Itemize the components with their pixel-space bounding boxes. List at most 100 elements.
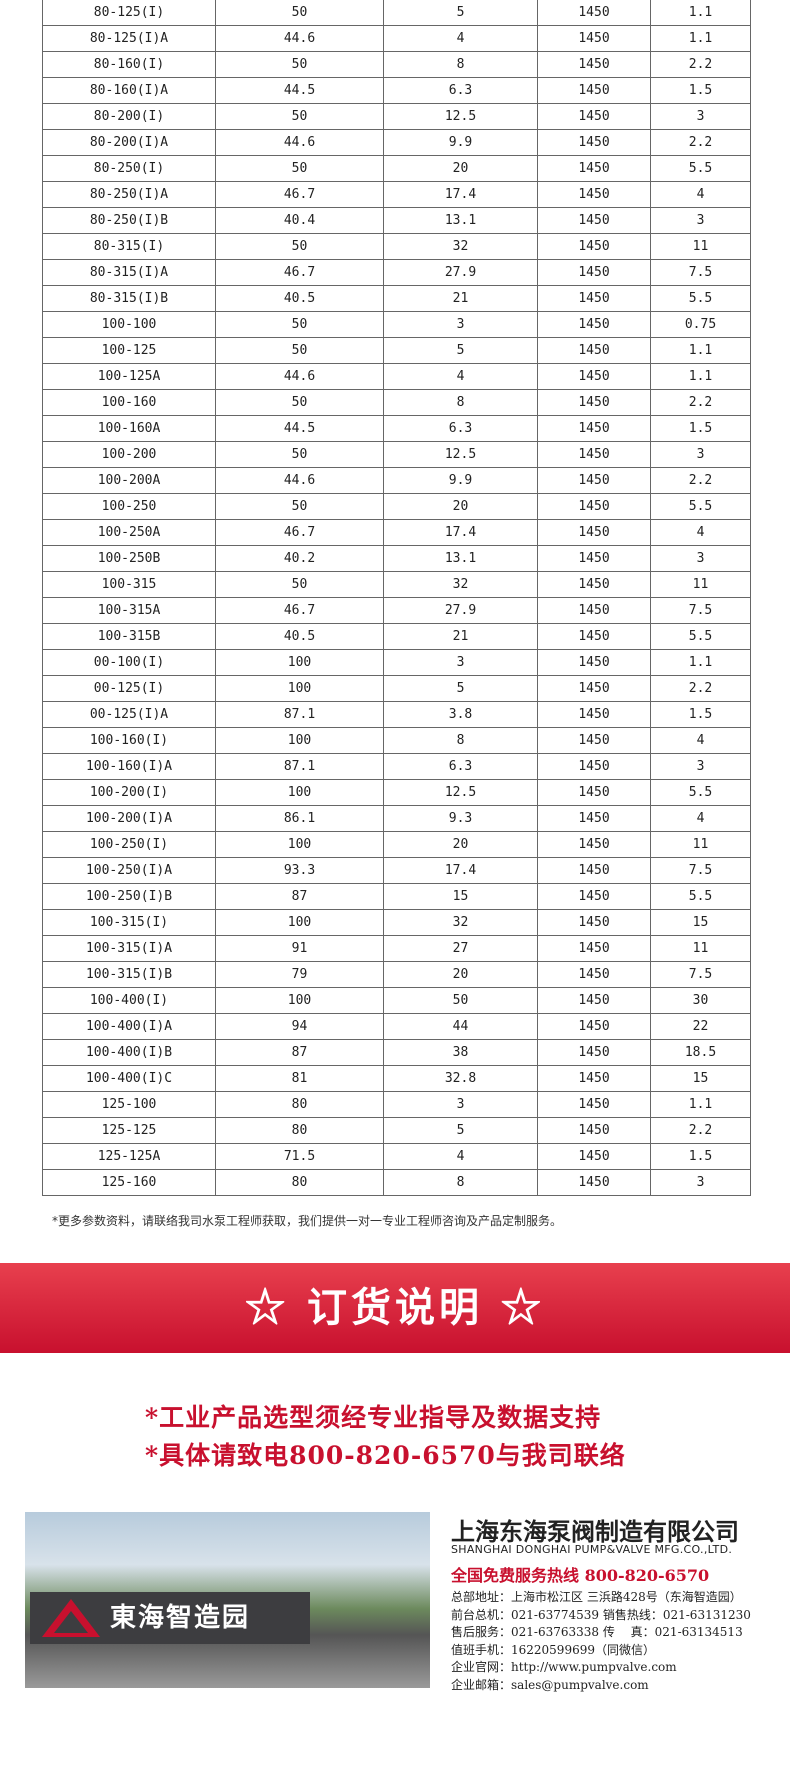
table-row: 80-200(I) 50 12.5 1450 3 xyxy=(42,103,751,130)
table-cell: 15 xyxy=(383,883,538,910)
table-cell: 4 xyxy=(383,1143,538,1170)
table-cell: 5.5 xyxy=(650,493,751,520)
table-cell: 50 xyxy=(215,441,384,468)
table-cell: 9.3 xyxy=(383,805,538,832)
table-row: 00-100(I) 100 3 1450 1.1 xyxy=(42,649,751,676)
table-cell: 2.2 xyxy=(650,1117,751,1144)
table-cell: 80 xyxy=(215,1169,384,1196)
table-row: 100-200A 44.6 9.9 1450 2.2 xyxy=(42,467,751,494)
table-cell: 44.6 xyxy=(215,467,384,494)
table-cell: 27.9 xyxy=(383,597,538,624)
table-cell: 79 xyxy=(215,961,384,988)
table-cell: 100-250(I)B xyxy=(42,883,216,910)
table-cell: 50 xyxy=(215,51,384,78)
table-cell: 17.4 xyxy=(383,857,538,884)
table-cell: 20 xyxy=(383,493,538,520)
table-cell: 1450 xyxy=(537,389,651,416)
table-row: 80-315(I)B 40.5 21 1450 5.5 xyxy=(42,285,751,312)
table-row: 125-125A 71.5 4 1450 1.5 xyxy=(42,1143,751,1170)
table-cell: 44 xyxy=(383,1013,538,1040)
table-cell: 11 xyxy=(650,571,751,598)
table-cell: 9.9 xyxy=(383,129,538,156)
table-cell: 3 xyxy=(650,103,751,130)
table-row: 125-100 80 3 1450 1.1 xyxy=(42,1091,751,1118)
table-cell: 1450 xyxy=(537,415,651,442)
table-cell: 1450 xyxy=(537,363,651,390)
table-cell: 2.2 xyxy=(650,467,751,494)
table-cell: 00-100(I) xyxy=(42,649,216,676)
table-cell: 40.5 xyxy=(215,285,384,312)
table-cell: 80-160(I) xyxy=(42,51,216,78)
table-cell: 100 xyxy=(215,649,384,676)
table-cell: 50 xyxy=(215,389,384,416)
table-row: 100-250(I)A 93.3 17.4 1450 7.5 xyxy=(42,857,751,884)
table-cell: 1450 xyxy=(537,1039,651,1066)
table-cell: 100-200(I)A xyxy=(42,805,216,832)
table-cell: 1.1 xyxy=(650,363,751,390)
table-row: 80-250(I) 50 20 1450 5.5 xyxy=(42,155,751,182)
table-cell: 1450 xyxy=(537,103,651,130)
table-cell: 1450 xyxy=(537,233,651,260)
table-cell: 100-125 xyxy=(42,337,216,364)
table-cell: 50 xyxy=(215,493,384,520)
table-row: 100-315B 40.5 21 1450 5.5 xyxy=(42,623,751,650)
table-cell: 46.7 xyxy=(215,519,384,546)
table-cell: 1450 xyxy=(537,727,651,754)
table-cell: 50 xyxy=(215,233,384,260)
table-cell: 100-200A xyxy=(42,467,216,494)
table-cell: 80-315(I)B xyxy=(42,285,216,312)
table-cell: 3 xyxy=(650,441,751,468)
table-cell: 1.1 xyxy=(650,337,751,364)
table-row: 80-315(I)A 46.7 27.9 1450 7.5 xyxy=(42,259,751,286)
table-cell: 87 xyxy=(215,1039,384,1066)
table-cell: 4 xyxy=(650,181,751,208)
table-cell: 7.5 xyxy=(650,259,751,286)
table-row: 100-315(I) 100 32 1450 15 xyxy=(42,909,751,936)
contact-line: 企业官网：http://www.pumpvalve.com xyxy=(451,1660,677,1675)
table-cell: 1450 xyxy=(537,1169,651,1196)
table-row: 100-250A 46.7 17.4 1450 4 xyxy=(42,519,751,546)
contact-line: 值班手机：16220599699（同微信） xyxy=(451,1642,655,1657)
table-cell: 32.8 xyxy=(383,1065,538,1092)
table-cell: 3 xyxy=(650,1169,751,1196)
table-row: 125-160 80 8 1450 3 xyxy=(42,1169,751,1196)
table-cell: 1.5 xyxy=(650,1143,751,1170)
table-row: 100-200 50 12.5 1450 3 xyxy=(42,441,751,468)
table-cell: 100-250 xyxy=(42,493,216,520)
table-cell: 11 xyxy=(650,935,751,962)
table-cell: 3 xyxy=(650,207,751,234)
table-cell: 1450 xyxy=(537,25,651,52)
table-cell: 1450 xyxy=(537,623,651,650)
table-cell: 2.2 xyxy=(650,389,751,416)
table-cell: 1450 xyxy=(537,129,651,156)
table-cell: 1.5 xyxy=(650,701,751,728)
table-cell: 15 xyxy=(650,1065,751,1092)
table-cell: 80-125(I)A xyxy=(42,25,216,52)
table-row: 80-250(I)A 46.7 17.4 1450 4 xyxy=(42,181,751,208)
table-cell: 3 xyxy=(650,545,751,572)
table-cell: 5 xyxy=(383,675,538,702)
table-cell: 1450 xyxy=(537,493,651,520)
table-cell: 17.4 xyxy=(383,181,538,208)
table-cell: 125-160 xyxy=(42,1169,216,1196)
table-cell: 27.9 xyxy=(383,259,538,286)
table-cell: 1450 xyxy=(537,701,651,728)
table-cell: 5.5 xyxy=(650,155,751,182)
table-cell: 1450 xyxy=(537,337,651,364)
table-cell: 80-250(I) xyxy=(42,155,216,182)
table-row: 00-125(I) 100 5 1450 2.2 xyxy=(42,675,751,702)
table-cell: 1.1 xyxy=(650,1091,751,1118)
table-cell: 80-200(I)A xyxy=(42,129,216,156)
table-cell: 11 xyxy=(650,233,751,260)
table-cell: 00-125(I)A xyxy=(42,701,216,728)
table-cell: 80 xyxy=(215,1091,384,1118)
table-cell: 1.5 xyxy=(650,415,751,442)
table-cell: 32 xyxy=(383,233,538,260)
table-cell: 32 xyxy=(383,909,538,936)
table-row: 100-160(I)A 87.1 6.3 1450 3 xyxy=(42,753,751,780)
table-cell: 100-200 xyxy=(42,441,216,468)
table-cell: 13.1 xyxy=(383,207,538,234)
table-row: 100-100 50 3 1450 0.75 xyxy=(42,311,751,338)
table-cell: 50 xyxy=(215,103,384,130)
table-cell: 1450 xyxy=(537,77,651,104)
